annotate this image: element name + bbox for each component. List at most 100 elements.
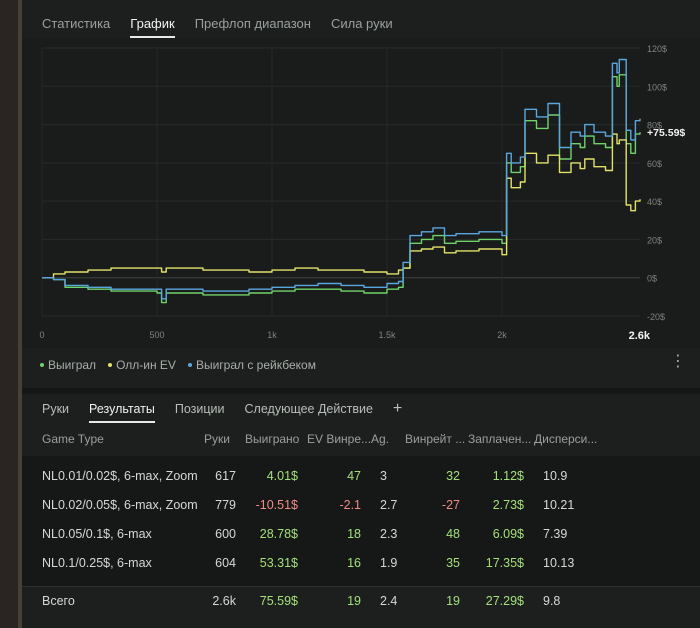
cell-ev: 18 (347, 527, 361, 541)
cell-hands: 779 (215, 498, 236, 512)
cell-winrate: 48 (446, 527, 460, 541)
table-row[interactable]: NL0.1/0.25$, 6-max 604 53.31$ 16 1.9 35 17.35$… (22, 550, 700, 576)
tab-statistics[interactable]: Статистика (42, 16, 111, 31)
tab-hands[interactable]: Руки (42, 402, 70, 416)
cell-won: -10.51$ (255, 498, 298, 512)
results-table-header: Game Type Руки Выиграно EV Винре... Ag. … (22, 426, 700, 454)
legend-won[interactable]: Выиграл (40, 358, 96, 372)
header-ev-winrate[interactable]: EV Винре... (307, 432, 372, 446)
header-winrate[interactable]: Винрейт ... (405, 432, 466, 446)
cell-ev: 19 (347, 594, 361, 608)
tab-next-action[interactable]: Следующее Действие (244, 402, 373, 416)
tab-hand-strength[interactable]: Сила руки (330, 16, 393, 31)
y-tick-label: 120$ (647, 44, 667, 54)
cell-winrate: 19 (446, 594, 460, 608)
header-game-type[interactable]: Game Type (42, 432, 104, 446)
x-tick-label: 0 (39, 330, 44, 340)
cell-game-type: NL0.1/0.25$, 6-max (42, 556, 152, 570)
cell-dispersion: 10.9 (543, 469, 568, 483)
cell-ev: -2.1 (339, 498, 361, 512)
cell-ag: 1.9 (380, 556, 398, 570)
tab-results[interactable]: Результаты (89, 401, 155, 423)
current-value-label: +75.59$ (647, 127, 685, 139)
cell-ag: 2.7 (380, 498, 398, 512)
header-paid[interactable]: Заплачен... (468, 432, 532, 446)
legend-dot-icon (108, 363, 113, 367)
cell-ev: 16 (347, 556, 361, 570)
total-separator (22, 586, 700, 587)
cell-dispersion: 10.13 (543, 556, 575, 570)
cell-paid: 6.09$ (492, 527, 524, 541)
legend-won-rakeback[interactable]: Выиграл с рейкбеком (187, 358, 316, 372)
tab-graph[interactable]: График (130, 14, 175, 38)
legend-allin-ev[interactable]: Олл-ин EV (108, 358, 176, 372)
cell-game-type: NL0.01/0.02$, 6-max, Zoom (42, 469, 198, 483)
section-divider (22, 388, 700, 394)
header-hands[interactable]: Руки (204, 432, 230, 446)
cell-dispersion: 7.39 (543, 527, 568, 541)
cell-won: 75.59$ (259, 594, 298, 608)
table-row[interactable]: NL0.01/0.02$, 6-max, Zoom 617 4.01$ 47 3 32 1.… (22, 463, 700, 489)
y-tick-label: 40$ (647, 197, 662, 207)
legend-dot-icon (187, 363, 192, 367)
cell-paid: 2.73$ (492, 498, 524, 512)
top-tab-bar: Статистика График Префлоп диапазон Сила … (42, 14, 393, 38)
cell-ev: 47 (347, 469, 361, 483)
x-tick-label: 500 (149, 330, 164, 340)
cell-ag: 3 (380, 469, 387, 483)
cell-hands: 604 (215, 556, 236, 570)
chart-legend: Выиграл Олл-ин EV Выиграл с рейкбеком (40, 358, 316, 372)
x-tick-label: 2k (497, 330, 507, 340)
tab-positions[interactable]: Позиции (174, 402, 225, 416)
cell-hands: 617 (215, 469, 236, 483)
cell-won: 4.01$ (266, 469, 298, 483)
cell-won: 28.78$ (259, 527, 298, 541)
y-tick-label: 20$ (647, 235, 662, 245)
cell-ag: 2.4 (380, 594, 398, 608)
series-line-1 (42, 133, 641, 279)
bottom-tab-bar: Руки Результаты Позиции Следующее Действ… (42, 401, 402, 423)
cell-paid: 1.12$ (492, 469, 524, 483)
cell-game-type: NL0.05/0.1$, 6-max (42, 527, 152, 541)
legend-label: Выиграл с рейкбеком (195, 358, 316, 372)
cell-paid: 27.29$ (485, 594, 524, 608)
cell-winrate: 32 (446, 469, 460, 483)
profit-chart: 120$ 100$ 80$ 60$ 40$ 20$ 0$ -20$ 0 500 1k 1.5k 2k 2.… (22, 38, 700, 348)
cell-winrate: -27 (441, 498, 460, 512)
series-line-2 (42, 58, 641, 300)
cell-paid: 17.35$ (485, 556, 524, 570)
cell-dispersion: 10.21 (543, 498, 575, 512)
cell-dispersion: 9.8 (543, 594, 561, 608)
legend-dot-icon (40, 363, 44, 367)
header-dispersion[interactable]: Дисперси... (534, 432, 598, 446)
y-tick-label: 60$ (647, 159, 662, 169)
cell-game-type: NL0.02/0.05$, 6-max, Zoom (42, 498, 198, 512)
cell-won: 53.31$ (259, 556, 298, 570)
cell-winrate: 35 (446, 556, 460, 570)
left-window-edge (0, 0, 22, 628)
table-total-row[interactable]: Всего 2.6k 75.59$ 19 2.4 19 27.29$ 9.8 (22, 588, 700, 614)
y-tick-label: 100$ (647, 82, 667, 92)
y-tick-label: -20$ (647, 312, 665, 322)
header-aggression[interactable]: Ag. (371, 432, 390, 446)
stats-panel: Статистика График Префлоп диапазон Сила … (22, 0, 700, 628)
tab-preflop-range[interactable]: Префлоп диапазон (194, 16, 311, 31)
cell-hands: 600 (215, 527, 236, 541)
x-end-label: 2.6k (629, 330, 651, 342)
cell-ag: 2.3 (380, 527, 398, 541)
header-won[interactable]: Выиграно (245, 432, 300, 446)
x-tick-label: 1k (267, 330, 277, 340)
table-row[interactable]: NL0.05/0.1$, 6-max 600 28.78$ 18 2.3 48 6.09$ 7… (22, 521, 700, 547)
y-tick-label: 0$ (647, 274, 657, 284)
y-tick-label: 80$ (647, 121, 662, 131)
cell-game-type: Всего (42, 594, 75, 608)
cell-hands: 2.6k (212, 594, 236, 608)
legend-label: Выиграл (48, 358, 97, 372)
results-table-body (22, 456, 700, 586)
x-tick-label: 1.5k (378, 330, 396, 340)
add-tab-icon[interactable]: + (392, 400, 403, 417)
table-row[interactable]: NL0.02/0.05$, 6-max, Zoom 779 -10.51$ -2.1 2… (22, 492, 700, 518)
more-options-icon[interactable]: ⋮ (670, 353, 686, 370)
series-line-0 (42, 74, 641, 304)
legend-label: Олл-ин EV (116, 358, 176, 372)
